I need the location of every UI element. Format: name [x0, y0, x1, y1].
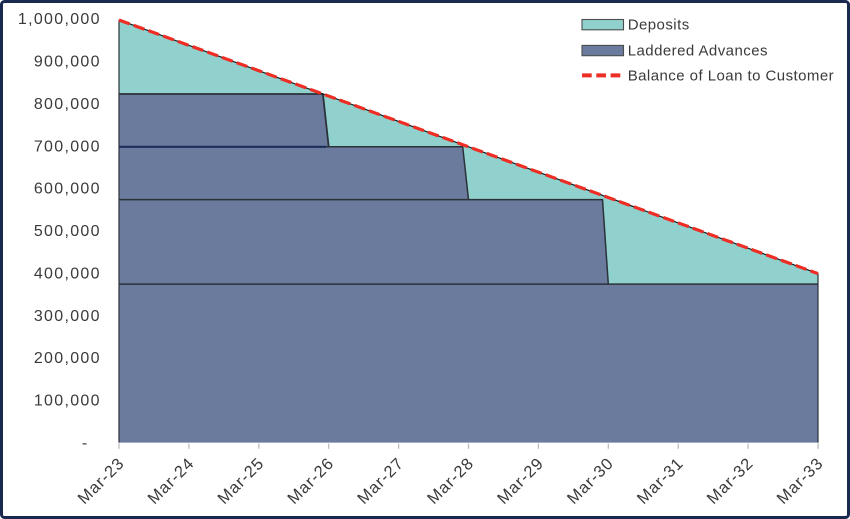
- svg-text:400,000: 400,000: [34, 265, 101, 282]
- svg-text:Deposits: Deposits: [628, 16, 690, 33]
- svg-text:1,000,000: 1,000,000: [18, 11, 101, 28]
- svg-text:200,000: 200,000: [34, 350, 101, 367]
- svg-text:500,000: 500,000: [34, 223, 101, 240]
- svg-text:Balance of Loan to Customer: Balance of Loan to Customer: [628, 68, 834, 85]
- svg-text:Laddered Advances: Laddered Advances: [628, 43, 768, 60]
- svg-text:100,000: 100,000: [34, 393, 101, 410]
- svg-text:700,000: 700,000: [34, 138, 101, 155]
- svg-text:900,000: 900,000: [34, 54, 101, 71]
- svg-text:300,000: 300,000: [34, 308, 101, 325]
- svg-text:800,000: 800,000: [34, 96, 101, 113]
- svg-text:600,000: 600,000: [34, 181, 101, 198]
- svg-text:-: -: [82, 435, 89, 452]
